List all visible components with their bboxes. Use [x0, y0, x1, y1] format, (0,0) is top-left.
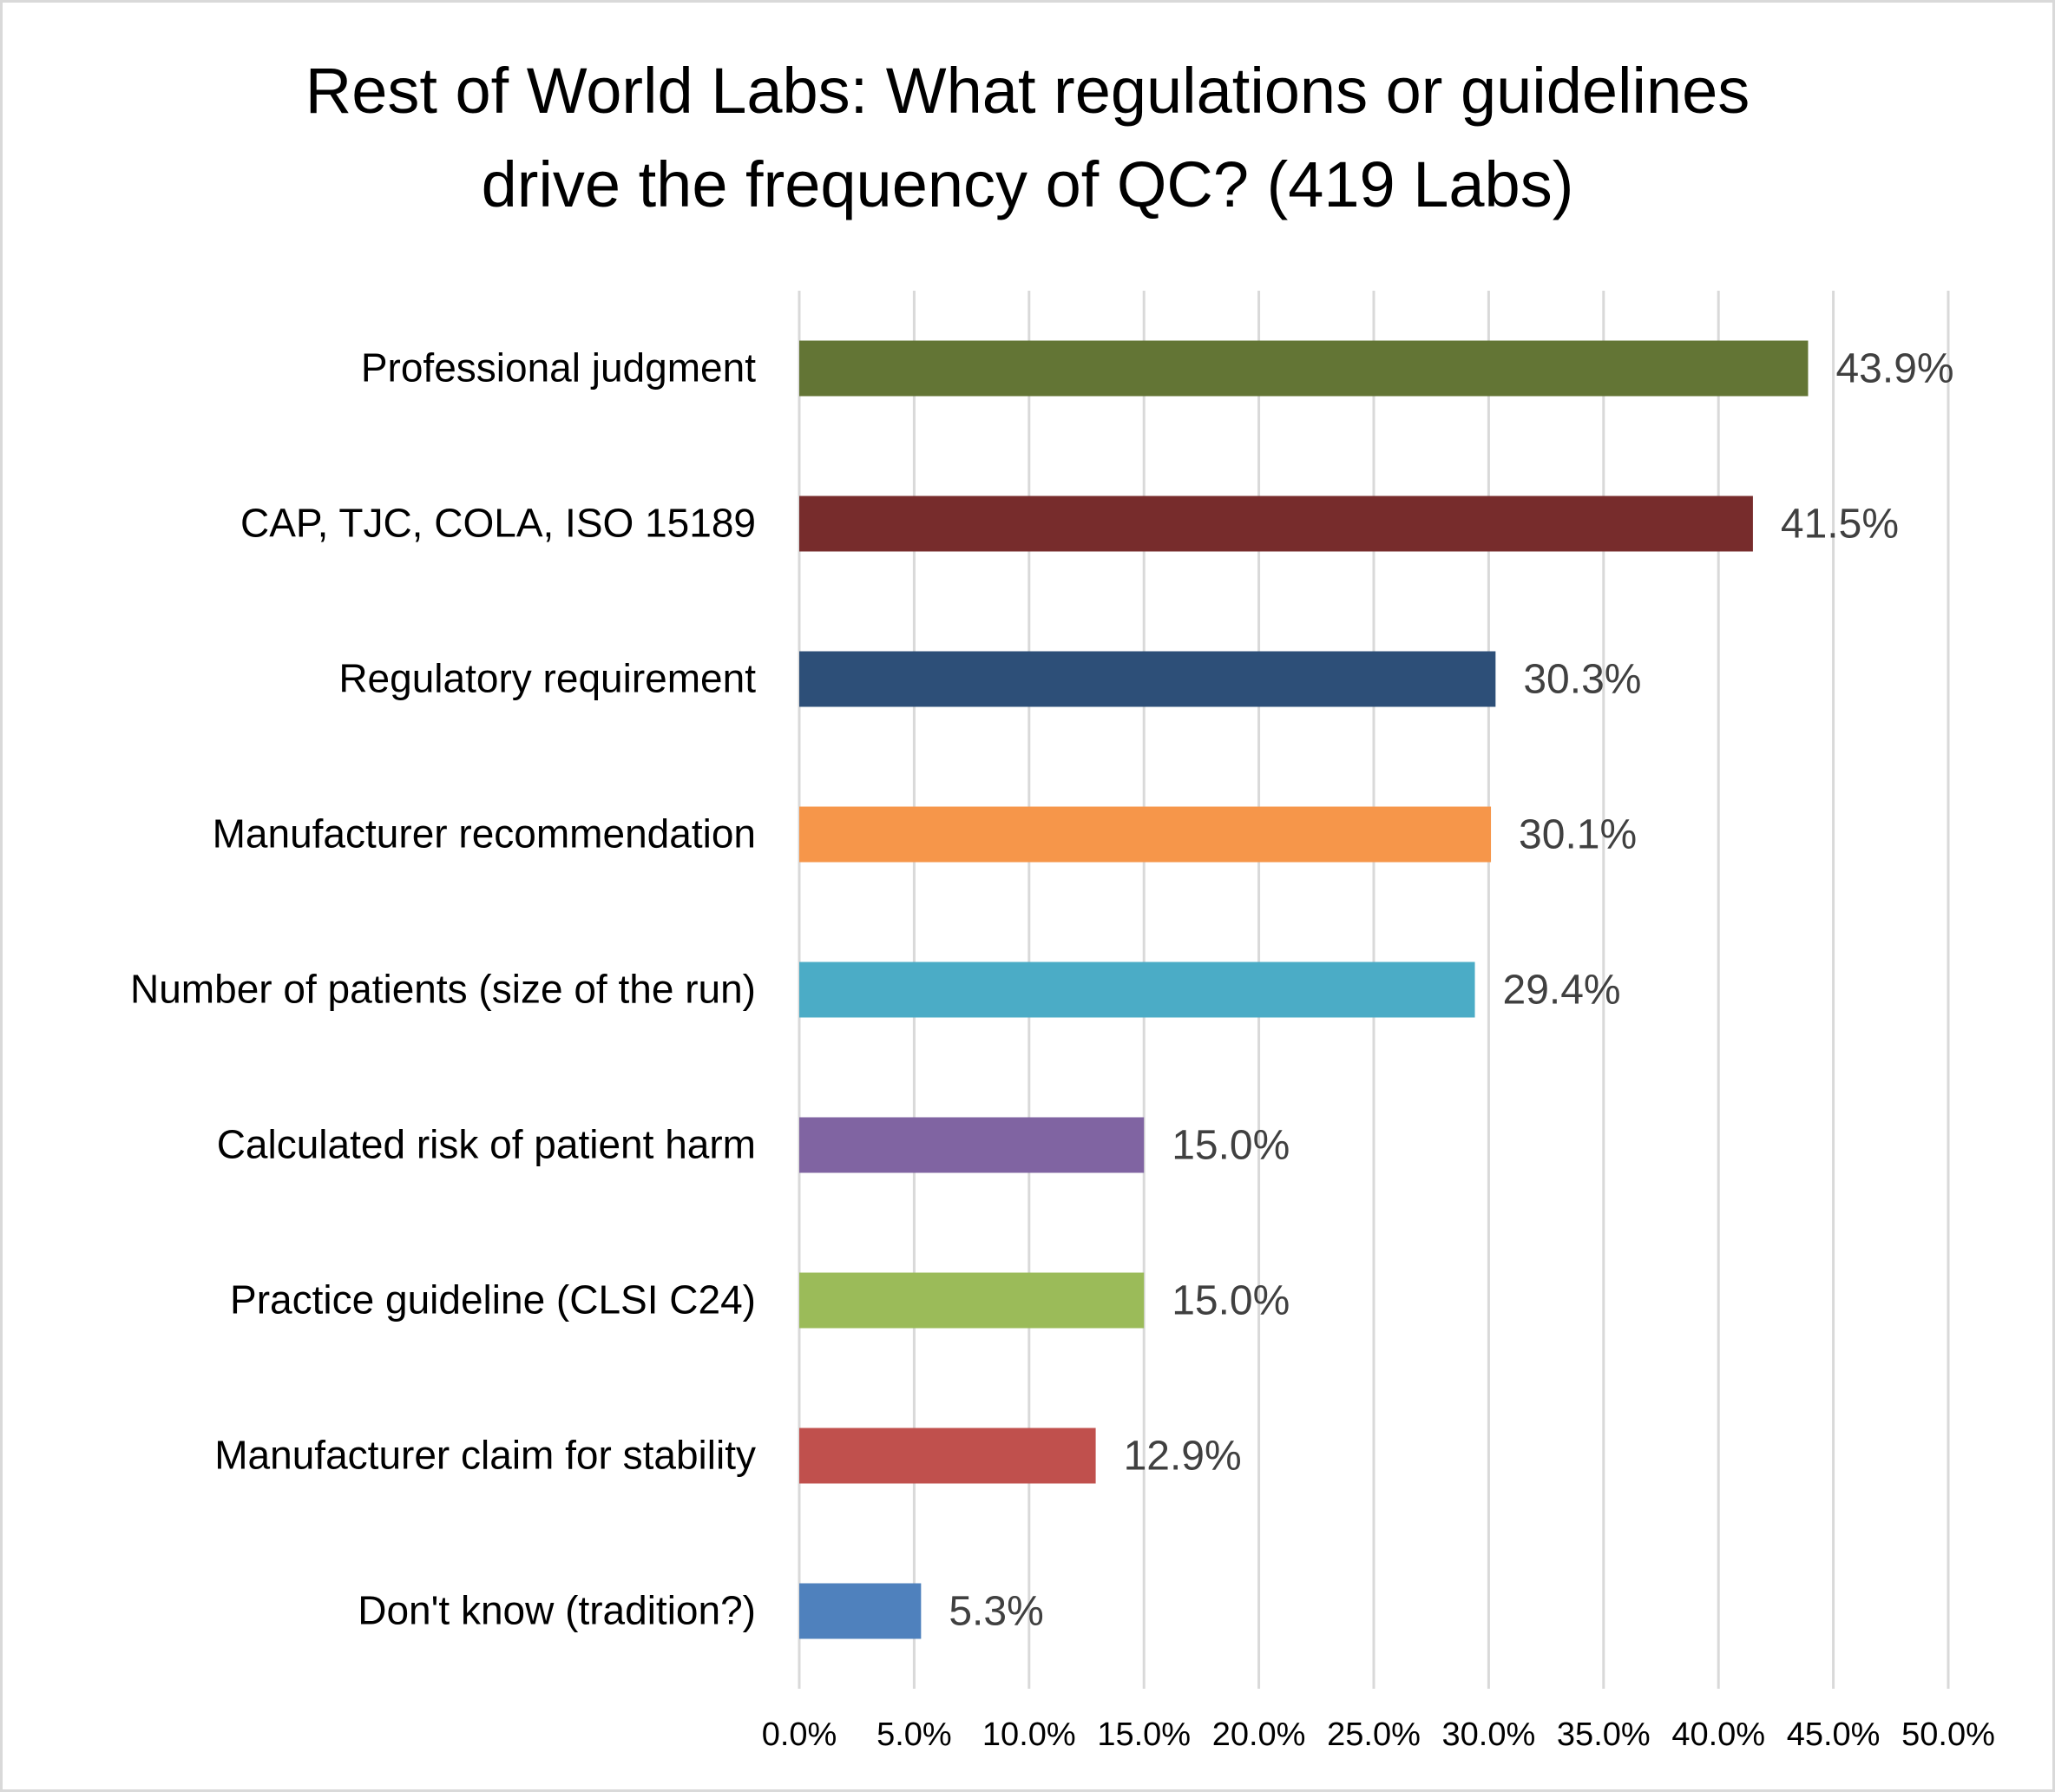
category-label: Practice guideline (CLSI C24) — [230, 1277, 756, 1323]
bar — [799, 496, 1753, 552]
data-label: 29.4% — [1503, 968, 1621, 1014]
x-tick-label: 40.0% — [1671, 1717, 1765, 1753]
data-label: 41.5% — [1781, 502, 1899, 548]
x-tick-label: 10.0% — [982, 1717, 1076, 1753]
x-tick-label: 0.0% — [762, 1717, 837, 1753]
x-tick-label: 20.0% — [1212, 1717, 1306, 1753]
category-label: Regulatory requirement — [338, 656, 756, 701]
bar — [799, 340, 1809, 397]
chart-title-line-1: Rest of World Labs: What regulations or … — [305, 55, 1750, 127]
x-tick-label: 35.0% — [1557, 1717, 1651, 1753]
category-label: Calculated risk of patient harm — [217, 1122, 756, 1167]
category-label: Number of patients (size of the run) — [130, 967, 756, 1012]
bar — [799, 806, 1492, 863]
data-label: 5.3% — [949, 1589, 1043, 1635]
category-label: Professional judgment — [361, 345, 756, 391]
chart-title-line-2: drive the frequency of QC? (419 Labs) — [481, 148, 1574, 220]
category-label: Manufacturer claim for stability — [214, 1433, 756, 1478]
category-label: Don't know (tradition?) — [358, 1588, 756, 1633]
data-label: 12.9% — [1124, 1434, 1242, 1480]
data-label: 30.3% — [1523, 657, 1641, 703]
chart-title: Rest of World Labs: What regulations or … — [3, 44, 2052, 232]
x-tick-label: 5.0% — [876, 1717, 952, 1753]
bar — [799, 1428, 1096, 1484]
data-label: 30.1% — [1519, 812, 1637, 858]
bar — [799, 962, 1475, 1018]
x-tick-label: 45.0% — [1787, 1717, 1881, 1753]
x-tick-label: 15.0% — [1097, 1717, 1191, 1753]
plot-area: 0.0% 5.0% 10.0% 15.0% 20.0% 25.0% 30.0% 35.0% 40… — [130, 291, 1995, 1753]
bar — [799, 651, 1496, 707]
x-tick-label: 50.0% — [1901, 1717, 1995, 1753]
x-tick-label: 25.0% — [1327, 1717, 1421, 1753]
category-label: Manufacturer recommendation — [213, 811, 756, 857]
data-label: 15.0% — [1172, 1278, 1290, 1324]
category-label: CAP, TJC, COLA, ISO 15189 — [240, 501, 756, 546]
data-label: 43.9% — [1835, 346, 1953, 392]
bar — [799, 1272, 1145, 1329]
bar — [799, 1583, 922, 1639]
data-label: 15.0% — [1172, 1123, 1290, 1169]
x-tick-label: 30.0% — [1442, 1717, 1536, 1753]
bar — [799, 1117, 1145, 1173]
